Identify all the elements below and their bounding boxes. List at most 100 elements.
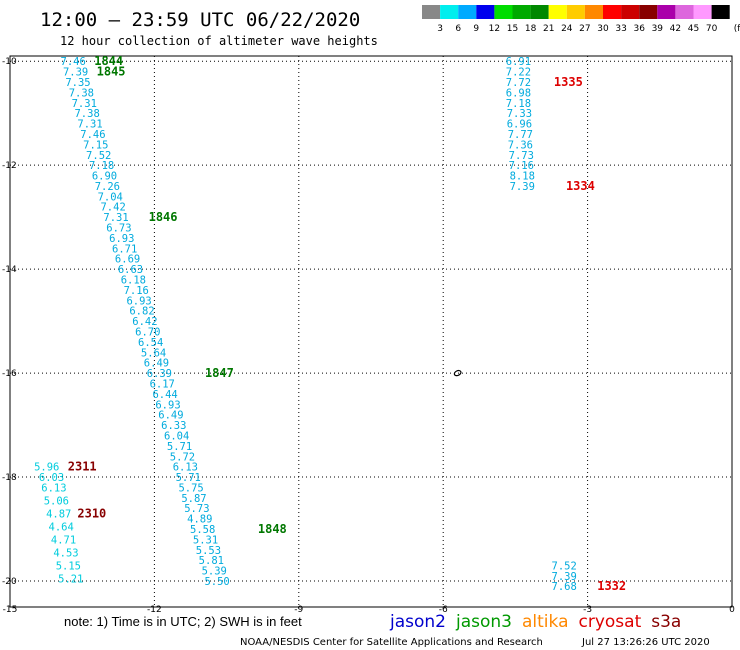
swh-value: 5.31 [193, 534, 218, 546]
swh-value: 6.90 [92, 171, 117, 183]
legend-label: 15 [507, 24, 518, 34]
swh-value: 5.87 [181, 493, 206, 505]
swh-value: 6.54 [138, 337, 163, 349]
legend-label: 39 [652, 24, 664, 34]
legend-swatch [711, 5, 730, 19]
satellite-legend: jason2 jason3 altika cryosat s3a [389, 612, 681, 632]
swh-value: 5.71 [167, 441, 192, 453]
legend-label: 33 [615, 24, 626, 34]
swh-value: 7.52 [552, 560, 577, 572]
swh-value: 6.91 [506, 56, 531, 68]
legend-swatch [603, 5, 622, 19]
swh-value: 5.75 [178, 482, 203, 494]
legend-swatch [621, 5, 640, 19]
track-s3a: 5.966.036.135.064.874.644.714.535.155.21… [34, 460, 106, 586]
swh-value: 6.17 [150, 378, 175, 390]
swh-value: 6.69 [115, 254, 140, 266]
swh-value: 4.87 [46, 508, 71, 520]
map-title: 12:00 — 23:59 UTC 06/22/2020 [40, 9, 360, 31]
swh-value: 7.52 [86, 150, 111, 162]
swh-value: 6.93 [155, 399, 180, 411]
satellite-s3a-label: s3a [651, 612, 681, 632]
footer-note: note: 1) Time is in UTC; 2) SWH is in fe… [64, 614, 302, 629]
map-subtitle: 12 hour collection of altimeter wave hei… [60, 34, 378, 48]
swh-value: 7.18 [89, 160, 114, 172]
swh-value: 5.72 [170, 451, 195, 463]
swh-value: 4.71 [51, 534, 76, 546]
legend-swatch [458, 5, 477, 19]
legend-label: 21 [543, 24, 554, 34]
swh-value: 5.81 [199, 555, 224, 567]
legend-swatch [440, 5, 459, 19]
satellite-jason2-label: jason2 [389, 612, 446, 632]
x-tick-label: -12 [147, 605, 162, 615]
swh-value: 7.22 [506, 67, 531, 79]
swh-value: 5.50 [204, 576, 229, 588]
satellite-cryosat-label: cryosat [579, 612, 642, 632]
swh-value: 6.71 [112, 243, 137, 255]
legend-swatch [566, 5, 585, 19]
swh-value: 5.21 [58, 573, 83, 585]
swh-value: 5.71 [176, 472, 201, 484]
legend-label: 36 [633, 24, 645, 34]
swh-value: 6.13 [173, 462, 198, 474]
swh-value: 5.58 [190, 524, 215, 536]
legend-label: 70 [706, 24, 718, 34]
legend-label: 9 [473, 24, 479, 34]
swh-value: 4.64 [49, 521, 74, 533]
swh-value: 7.68 [552, 581, 577, 593]
swh-value: 7.33 [507, 108, 532, 120]
y-tick-label: -14 [2, 265, 17, 275]
time-label: 1848 [258, 522, 287, 536]
swh-value: 6.93 [126, 295, 151, 307]
x-tick-label: -9 [294, 605, 303, 615]
swh-value: 6.98 [506, 87, 531, 99]
graticule [10, 56, 732, 607]
legend-swatch [584, 5, 603, 19]
y-tick-label: -16 [2, 369, 17, 379]
swh-value: 7.38 [69, 87, 94, 99]
x-tick-label: -15 [3, 605, 18, 615]
legend-label: 45 [688, 24, 699, 34]
swh-value: 5.96 [34, 462, 59, 474]
swh-value: 7.73 [509, 150, 534, 162]
swh-value: 7.31 [72, 98, 97, 110]
swh-value: 7.42 [100, 202, 125, 214]
legend-swatch [675, 5, 694, 19]
swh-value: 4.53 [53, 547, 78, 559]
swh-value: 8.18 [510, 171, 535, 183]
legend-swatch [512, 5, 531, 19]
swh-value: 6.33 [161, 420, 186, 432]
swh-value: 5.53 [196, 545, 221, 557]
swh-value: 7.39 [552, 571, 577, 583]
legend-swatch [530, 5, 549, 19]
swh-value: 6.82 [129, 306, 154, 318]
legend-label: 42 [670, 24, 681, 34]
swh-value: 6.03 [39, 472, 64, 484]
time-label: 1844 [94, 54, 123, 68]
swh-value: 5.15 [56, 560, 81, 572]
y-tick-label: -12 [2, 161, 17, 171]
swh-value: 6.63 [118, 264, 143, 276]
swh-value: 5.73 [184, 503, 209, 515]
legend-swatch [693, 5, 712, 19]
time-label: 1332 [597, 579, 626, 593]
swh-value: 6.49 [158, 410, 183, 422]
time-label: 1335 [554, 75, 583, 89]
swh-value: 5.39 [202, 566, 227, 578]
swh-value: 7.77 [508, 129, 533, 141]
swh-value: 6.73 [106, 223, 131, 235]
swh-value: 6.49 [144, 358, 169, 370]
time-label: 1845 [97, 65, 126, 79]
time-label: 2310 [77, 506, 106, 520]
legend-unit: (ft) [734, 24, 740, 34]
legend-swatch [422, 5, 441, 19]
satellite-altika-label: altika [522, 612, 569, 632]
swh-value: 4.89 [187, 514, 212, 526]
legend-label: 18 [525, 24, 537, 34]
time-label: 1847 [205, 366, 234, 380]
island-outline [453, 369, 462, 377]
swh-value: 7.35 [65, 77, 90, 89]
legend-label: 12 [489, 24, 500, 34]
